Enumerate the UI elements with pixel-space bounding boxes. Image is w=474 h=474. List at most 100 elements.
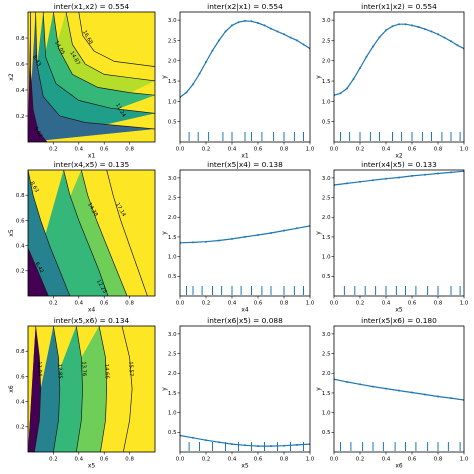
y-tick-label: 3.0 xyxy=(322,332,331,338)
x-tick-label: 0.2 xyxy=(356,147,365,153)
data-point xyxy=(289,36,292,39)
data-point xyxy=(257,445,259,448)
x-axis-label: x1 xyxy=(241,153,249,160)
data-point xyxy=(352,78,355,80)
y-tick-label: 2.5 xyxy=(168,38,177,44)
x-tick-label: 0.2 xyxy=(49,147,58,153)
data-point xyxy=(231,237,233,240)
chart-title: inter(x1,x2) = 0.554 xyxy=(54,2,130,11)
x-tick-label: 0.6 xyxy=(100,457,109,463)
y-tick-label: 0.8 xyxy=(16,193,25,199)
x-tick-label: 1.0 xyxy=(460,147,469,153)
y-tick-label: 0.8 xyxy=(16,36,25,42)
data-point xyxy=(398,176,400,179)
data-point xyxy=(283,444,285,447)
data-point xyxy=(224,30,227,33)
data-point xyxy=(437,172,439,175)
y-tick-label: 1.5 xyxy=(168,235,177,241)
y-tick-label: 0.4 xyxy=(16,88,25,94)
data-point xyxy=(192,436,194,439)
data-point xyxy=(192,241,194,244)
panel-8: inter(x6|x5) = 0.088 0.0 0.2 0.4 0.6 0.8 1.0 0.… xyxy=(161,316,315,470)
contour-label: 8.43 xyxy=(31,54,42,67)
y-tick-label: 0.2 xyxy=(16,269,25,275)
panel-5: inter(x5|x4) = 0.138 0.0 0.2 0.4 0.6 0.8 1.0 0.… xyxy=(161,160,315,314)
data-point xyxy=(218,239,220,242)
x-tick-label: 0.2 xyxy=(49,457,58,463)
data-point xyxy=(372,385,374,388)
x-tick-label: 0.8 xyxy=(280,147,289,153)
data-point xyxy=(296,39,298,42)
x-axis-label: x5 xyxy=(88,463,96,470)
x-tick-label: 0.4 xyxy=(75,147,84,153)
contour-band xyxy=(28,326,41,452)
x-tick-label: 0.8 xyxy=(434,301,443,307)
axes-frame xyxy=(333,169,465,297)
contour-line xyxy=(106,170,148,296)
y-tick-label: 2.0 xyxy=(322,215,331,221)
data-point xyxy=(276,30,279,33)
x-tick-label: 0.4 xyxy=(75,301,84,307)
x-axis-label: x5 xyxy=(241,463,249,470)
chart-title: inter(x4|x5) = 0.133 xyxy=(361,160,437,169)
y-tick-label: 2.0 xyxy=(168,59,177,65)
y-tick-label: 2.0 xyxy=(168,371,177,377)
data-point xyxy=(424,173,426,176)
x-tick-label: 0.6 xyxy=(408,147,417,153)
contour-label: 12.85 xyxy=(56,364,63,379)
contour-line xyxy=(63,170,109,296)
contour-line xyxy=(75,326,83,452)
data-point xyxy=(244,235,246,238)
x-tick-label: 1.0 xyxy=(460,457,469,463)
contour-label: 11.94 xyxy=(36,361,43,377)
y-tick-label: 3.0 xyxy=(322,18,331,24)
x-tick-label: 0.4 xyxy=(228,147,237,153)
data-point xyxy=(257,22,259,24)
data-point xyxy=(283,33,285,36)
contour-label: 13.76 xyxy=(80,361,87,376)
data-point xyxy=(443,36,446,39)
chart-title: inter(x5|x6) = 0.180 xyxy=(361,316,437,325)
data-point xyxy=(198,72,201,75)
data-point xyxy=(450,397,452,400)
data-point xyxy=(404,23,407,26)
data-point xyxy=(417,26,420,28)
line-area xyxy=(180,224,310,295)
data-point xyxy=(359,67,361,70)
data-point xyxy=(244,19,246,22)
x-tick-label: 0.8 xyxy=(125,301,134,307)
x-tick-label: 0.4 xyxy=(382,147,391,153)
data-point xyxy=(385,177,387,180)
x-tick-label: 0.4 xyxy=(228,457,237,463)
y-tick-label: 0.8 xyxy=(16,349,25,355)
y-tick-label: 3.0 xyxy=(168,332,177,338)
line-area xyxy=(180,434,310,451)
y-tick-label: 2.0 xyxy=(322,59,331,65)
axes-frame xyxy=(333,11,465,143)
x-tick-label: 0.4 xyxy=(75,457,84,463)
contour-line xyxy=(35,12,155,130)
contour-line xyxy=(65,12,155,82)
data-point xyxy=(218,441,220,444)
x-tick-label: 0.0 xyxy=(176,147,185,153)
data-point xyxy=(185,91,188,94)
contour-line xyxy=(30,12,48,142)
data-point xyxy=(263,24,266,27)
data-point xyxy=(424,393,426,396)
chart-title: inter(x4,x5) = 0.135 xyxy=(54,160,130,169)
axes-frame xyxy=(27,11,156,143)
x-tick-label: 0.6 xyxy=(254,147,263,153)
x-axis-label: x6 xyxy=(395,463,403,470)
panel-2: inter(x2|x1) = 0.554 0.0 0.2 0.4 0.6 0.8 1.0 0.… xyxy=(161,2,315,160)
chart-title: inter(x5,x6) = 0.134 xyxy=(54,316,130,325)
data-point xyxy=(372,45,374,48)
y-tick-label: 0.2 xyxy=(16,114,25,120)
contour-label: 5.62 xyxy=(32,126,43,139)
data-point xyxy=(346,380,348,383)
series-line xyxy=(180,20,310,98)
x-tick-label: 0.2 xyxy=(356,301,365,307)
data-point xyxy=(346,87,348,90)
data-point xyxy=(296,227,298,230)
contour-line xyxy=(53,326,61,452)
x-tick-label: 1.0 xyxy=(306,457,315,463)
